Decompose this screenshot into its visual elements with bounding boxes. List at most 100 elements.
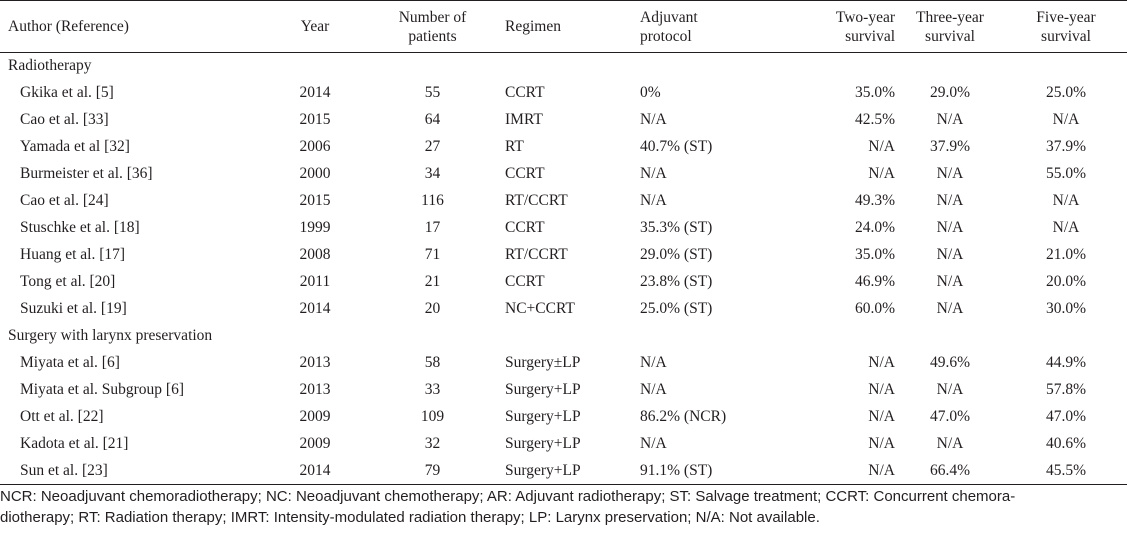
table-header: Author (Reference) Year Number of patient… xyxy=(0,0,1127,53)
cell-three-year: N/A xyxy=(936,381,964,398)
section-row: Radiotherapy xyxy=(0,53,1127,80)
cell-two-year: 42.5% xyxy=(854,111,895,128)
header-adjuvant: Adjuvant protocol xyxy=(640,0,770,53)
cell-year: 2013 xyxy=(299,381,331,398)
cell-two-year: N/A xyxy=(868,408,895,425)
header-year-label: Year xyxy=(300,18,330,35)
table-body: Radiotherapy Gkika et al. [5] 2014 55 CCRT 0%… xyxy=(0,53,1127,485)
section-row: Surgery with larynx preservation xyxy=(0,323,1127,350)
cell-two-year: N/A xyxy=(868,165,895,182)
cell-three-year: N/A xyxy=(936,192,964,209)
header-five-year: Five-year survival xyxy=(1005,0,1127,53)
table-row: Miyata et al. Subgroup [6] 2013 33 Surgery+… xyxy=(0,377,1127,404)
cell-author: Huang et al. [17] xyxy=(20,246,126,263)
table-row: Ott et al. [22] 2009 109 Surgery+LP 86.2% (N… xyxy=(0,404,1127,431)
cell-author: Kadota et al. [21] xyxy=(20,435,129,452)
cell-year: 2009 xyxy=(299,408,331,425)
cell-five-year: 45.5% xyxy=(1005,457,1127,485)
cell-author: Stuschke et al. [18] xyxy=(20,219,140,236)
header-year: Year xyxy=(270,0,360,53)
cell-regimen: CCRT xyxy=(505,273,545,290)
header-two-year-line2: survival xyxy=(845,27,895,45)
cell-author: Miyata et al. [6] xyxy=(20,354,120,371)
cell-patients: 17 xyxy=(424,219,441,236)
cell-regimen: RT xyxy=(505,138,524,155)
cell-patients: 79 xyxy=(360,457,505,485)
cell-adjuvant: 86.2% (NCR) xyxy=(640,408,727,425)
cell-three-year: 47.0% xyxy=(929,408,971,425)
cell-author: Miyata et al. Subgroup [6] xyxy=(20,381,185,398)
cell-five-year: N/A xyxy=(1052,219,1080,236)
cell-year: 2011 xyxy=(299,273,331,290)
cell-two-year: N/A xyxy=(868,138,895,155)
header-adjuvant-line2: protocol xyxy=(640,27,692,45)
header-three-year-line1: Three-year xyxy=(916,8,984,26)
cell-adjuvant: 29.0% (ST) xyxy=(640,246,713,263)
header-three-year: Three-year survival xyxy=(895,0,1005,53)
cell-author: Yamada et al [32] xyxy=(20,138,130,155)
cell-five-year: N/A xyxy=(1052,192,1080,209)
cell-year: 2014 xyxy=(299,84,331,101)
cell-patients: 33 xyxy=(424,381,441,398)
cell-regimen: CCRT xyxy=(505,219,545,236)
cell-adjuvant: N/A xyxy=(640,111,667,128)
cell-year: 1999 xyxy=(299,219,331,236)
cell-regimen: RT/CCRT xyxy=(505,246,568,263)
cell-regimen: Surgery+LP xyxy=(505,381,581,398)
cell-adjuvant: 0% xyxy=(640,84,661,101)
cell-five-year: 44.9% xyxy=(1045,354,1087,371)
cell-three-year: N/A xyxy=(936,300,964,317)
cell-two-year: N/A xyxy=(770,457,895,485)
cell-five-year: 21.0% xyxy=(1045,246,1087,263)
cell-regimen: CCRT xyxy=(505,84,545,101)
cell-three-year: N/A xyxy=(936,273,964,290)
cell-patients: 58 xyxy=(424,354,441,371)
table-row: Gkika et al. [5] 2014 55 CCRT 0% 35.0% 29.0% 25… xyxy=(0,80,1127,107)
header-regimen: Regimen xyxy=(505,0,640,53)
header-three-year-line2: survival xyxy=(925,27,975,45)
cell-regimen: RT/CCRT xyxy=(505,192,568,209)
cell-three-year: N/A xyxy=(936,246,964,263)
table-row: Suzuki et al. [19] 2014 20 NC+CCRT 25.0% (ST… xyxy=(0,296,1127,323)
cell-year: 2015 xyxy=(299,192,331,209)
cell-regimen: CCRT xyxy=(505,165,545,182)
cell-three-year: N/A xyxy=(936,165,964,182)
cell-patients: 71 xyxy=(424,246,441,263)
footnote: NCR: Neoadjuvant chemoradiotherapy; NC: … xyxy=(0,486,1127,528)
cell-two-year: 60.0% xyxy=(854,300,895,317)
cell-patients: 34 xyxy=(424,165,441,182)
cell-year: 2000 xyxy=(299,165,331,182)
cell-adjuvant: N/A xyxy=(640,435,667,452)
cell-patients: 32 xyxy=(424,435,441,452)
cell-three-year: N/A xyxy=(936,111,964,128)
cell-five-year: 37.9% xyxy=(1045,138,1087,155)
cell-two-year: N/A xyxy=(868,354,895,371)
cell-adjuvant: N/A xyxy=(640,381,667,398)
cell-five-year: 25.0% xyxy=(1045,84,1087,101)
cell-regimen: NC+CCRT xyxy=(505,300,575,317)
cell-author: Burmeister et al. [36] xyxy=(20,165,153,182)
table-row: Huang et al. [17] 2008 71 RT/CCRT 29.0% (ST)… xyxy=(0,242,1127,269)
cell-regimen: IMRT xyxy=(505,111,543,128)
cell-three-year: 49.6% xyxy=(929,354,971,371)
section-title: Radiotherapy xyxy=(8,57,92,75)
cell-three-year: N/A xyxy=(936,219,964,236)
cell-patients: 21 xyxy=(424,273,441,290)
cell-author: Tong et al. [20] xyxy=(20,273,116,290)
header-author-label: Author (Reference) xyxy=(8,18,129,35)
cell-two-year: N/A xyxy=(868,435,895,452)
cell-patients: 55 xyxy=(424,84,441,101)
header-five-year-line1: Five-year xyxy=(1036,8,1096,26)
table-row: Stuschke et al. [18] 1999 17 CCRT 35.3% (ST)… xyxy=(0,215,1127,242)
cell-two-year: 46.9% xyxy=(854,273,895,290)
cell-five-year: N/A xyxy=(1052,111,1080,128)
cell-three-year: 37.9% xyxy=(929,138,971,155)
cell-two-year: 49.3% xyxy=(854,192,895,209)
cell-year: 2015 xyxy=(299,111,331,128)
cell-two-year: 24.0% xyxy=(854,219,895,236)
cell-year: 2008 xyxy=(299,246,331,263)
cell-adjuvant: 23.8% (ST) xyxy=(640,273,713,290)
cell-patients: 27 xyxy=(424,138,441,155)
cell-three-year: N/A xyxy=(936,435,964,452)
cell-year: 2014 xyxy=(299,300,331,317)
